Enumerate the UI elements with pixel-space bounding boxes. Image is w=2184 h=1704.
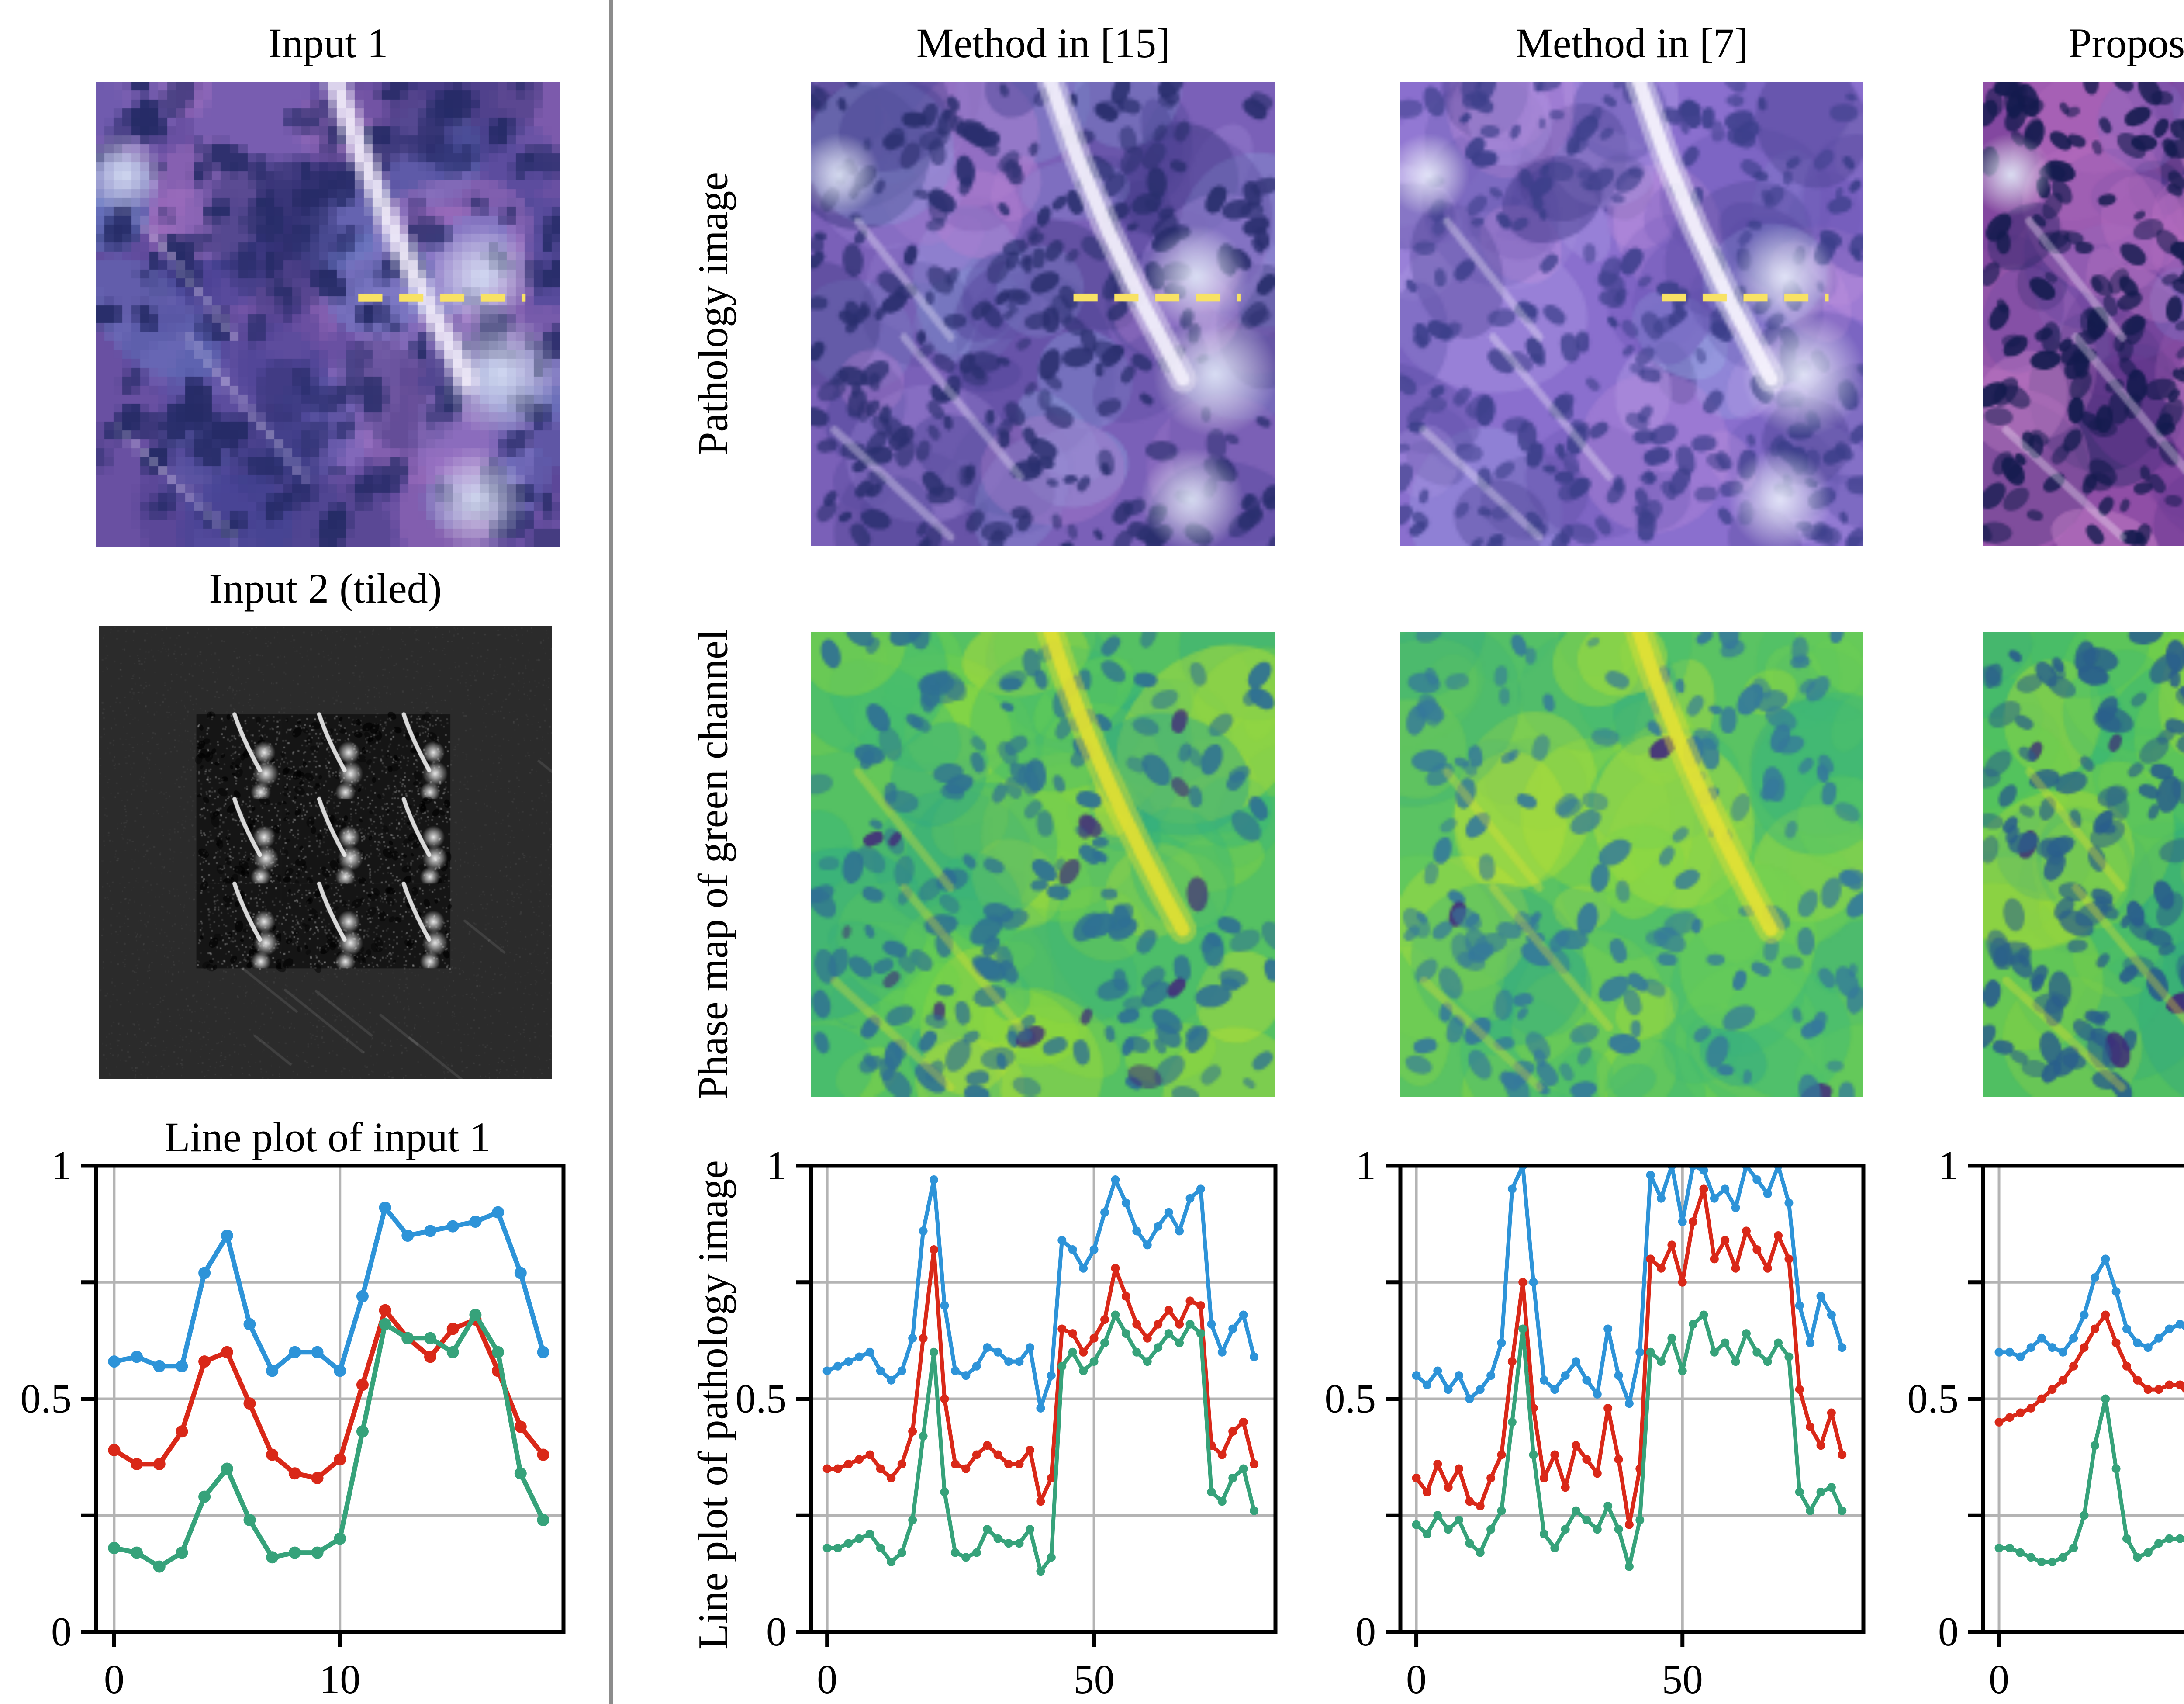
section-title-lineplot-input1: Line plot of input 1 [164,1114,491,1160]
svg-text:50: 50 [1074,1657,1115,1702]
svg-text:1: 1 [1938,1143,1959,1188]
svg-text:0: 0 [1989,1657,2009,1702]
svg-text:0: 0 [51,1609,72,1655]
svg-text:0: 0 [766,1609,787,1655]
input1-image [96,82,560,547]
line-plot-input1: 0 0.5 1 0 10 [21,1143,566,1702]
input2-tiled-image [99,626,552,1079]
pathology-image-method15 [811,82,1275,546]
pathology-image-method7 [1400,82,1863,546]
svg-text:0: 0 [1406,1657,1427,1702]
svg-text:0.5: 0.5 [1908,1376,1959,1422]
row-label-pathology-image: Pathology image [689,172,736,455]
phase-map-method15 [811,632,1275,1097]
svg-text:0.5: 0.5 [736,1376,787,1422]
line-plot-method15: 0 0.5 1 0 50 [736,1143,1278,1702]
column-title-input1: Input 1 [268,20,388,66]
column-title-method7: Method in [7] [1515,20,1749,66]
svg-text:50: 50 [1662,1657,1703,1702]
column-title-proposed: Proposed method [2068,20,2184,66]
pathology-image-proposed [1983,82,2184,546]
svg-text:10: 10 [319,1657,360,1702]
svg-text:1: 1 [766,1143,787,1188]
line-plot-method7: 0 0.5 1 0 50 [1325,1143,1866,1702]
phase-map-method7 [1400,632,1863,1097]
svg-text:0: 0 [817,1657,837,1702]
phase-map-proposed [1983,632,2184,1097]
svg-text:1: 1 [51,1143,72,1188]
row-label-line-plot: Line plot of pathology image [689,1160,736,1649]
svg-text:0: 0 [1355,1609,1376,1655]
column-title-method15: Method in [15] [916,20,1171,66]
svg-text:1: 1 [1355,1143,1376,1188]
svg-text:0.5: 0.5 [21,1376,72,1422]
svg-text:0.5: 0.5 [1325,1376,1376,1422]
divider-line [609,0,613,1704]
row-label-phase-map: Phase map of green channel [689,629,736,1100]
svg-text:0: 0 [1938,1609,1959,1655]
section-title-input2: Input 2 (tiled) [209,565,442,612]
svg-text:0: 0 [104,1657,124,1702]
